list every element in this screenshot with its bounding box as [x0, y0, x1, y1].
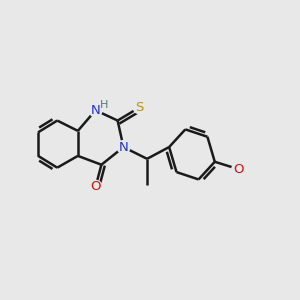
Text: O: O [90, 180, 101, 193]
Circle shape [117, 141, 130, 154]
Text: N: N [91, 104, 100, 117]
Text: N: N [118, 141, 128, 154]
Text: S: S [136, 101, 144, 114]
Circle shape [133, 101, 146, 114]
Text: O: O [233, 163, 244, 176]
Circle shape [89, 104, 102, 117]
Circle shape [232, 163, 245, 176]
Text: H: H [100, 100, 108, 110]
Circle shape [89, 180, 102, 193]
